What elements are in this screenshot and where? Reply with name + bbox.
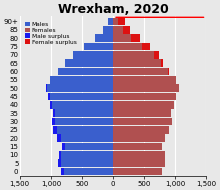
Bar bbox=[113, 26, 123, 34]
Bar bbox=[58, 159, 61, 167]
Bar bbox=[50, 93, 113, 100]
Bar bbox=[57, 134, 61, 142]
Bar bbox=[113, 34, 131, 42]
Bar bbox=[55, 109, 113, 117]
Bar bbox=[59, 151, 61, 158]
Bar bbox=[108, 18, 113, 25]
Bar bbox=[113, 93, 176, 100]
Bar bbox=[73, 51, 113, 59]
Bar bbox=[113, 126, 169, 134]
Bar bbox=[142, 43, 150, 50]
Bar bbox=[113, 59, 161, 67]
Bar bbox=[113, 142, 162, 150]
Bar bbox=[113, 118, 172, 125]
Legend: Males, Females, Male surplus, Female surplus: Males, Females, Male surplus, Female sur… bbox=[24, 21, 77, 45]
Bar bbox=[113, 76, 176, 84]
Bar bbox=[46, 84, 47, 92]
Bar bbox=[50, 76, 113, 84]
Bar bbox=[113, 51, 154, 59]
Bar bbox=[123, 26, 130, 34]
Bar bbox=[64, 168, 113, 175]
Bar bbox=[113, 134, 165, 142]
Bar bbox=[53, 109, 55, 117]
Bar bbox=[113, 159, 165, 167]
Bar bbox=[65, 59, 113, 67]
Bar bbox=[113, 18, 118, 25]
Bar bbox=[53, 126, 57, 134]
Bar bbox=[113, 43, 142, 50]
Bar bbox=[61, 134, 113, 142]
Bar bbox=[61, 151, 113, 158]
Bar bbox=[113, 151, 165, 158]
Bar bbox=[113, 84, 179, 92]
Bar bbox=[113, 68, 168, 75]
Bar bbox=[58, 68, 113, 75]
Bar bbox=[168, 68, 169, 75]
Bar bbox=[61, 168, 64, 175]
Bar bbox=[64, 142, 113, 150]
Bar bbox=[161, 59, 163, 67]
Bar bbox=[47, 84, 113, 92]
Bar bbox=[61, 159, 113, 167]
Bar bbox=[55, 118, 113, 125]
Bar bbox=[57, 126, 113, 134]
Bar bbox=[95, 34, 113, 42]
Bar bbox=[113, 101, 174, 108]
Bar bbox=[103, 26, 113, 34]
Bar bbox=[118, 18, 125, 25]
Title: Wrexham, 2020: Wrexham, 2020 bbox=[58, 3, 169, 17]
Bar bbox=[52, 101, 113, 108]
Bar bbox=[84, 43, 113, 50]
Bar bbox=[48, 93, 50, 100]
Bar bbox=[131, 34, 140, 42]
Bar bbox=[113, 109, 171, 117]
Bar bbox=[52, 118, 55, 125]
Bar bbox=[50, 101, 52, 108]
Bar bbox=[154, 51, 159, 59]
Bar bbox=[62, 142, 64, 150]
Bar bbox=[113, 168, 162, 175]
